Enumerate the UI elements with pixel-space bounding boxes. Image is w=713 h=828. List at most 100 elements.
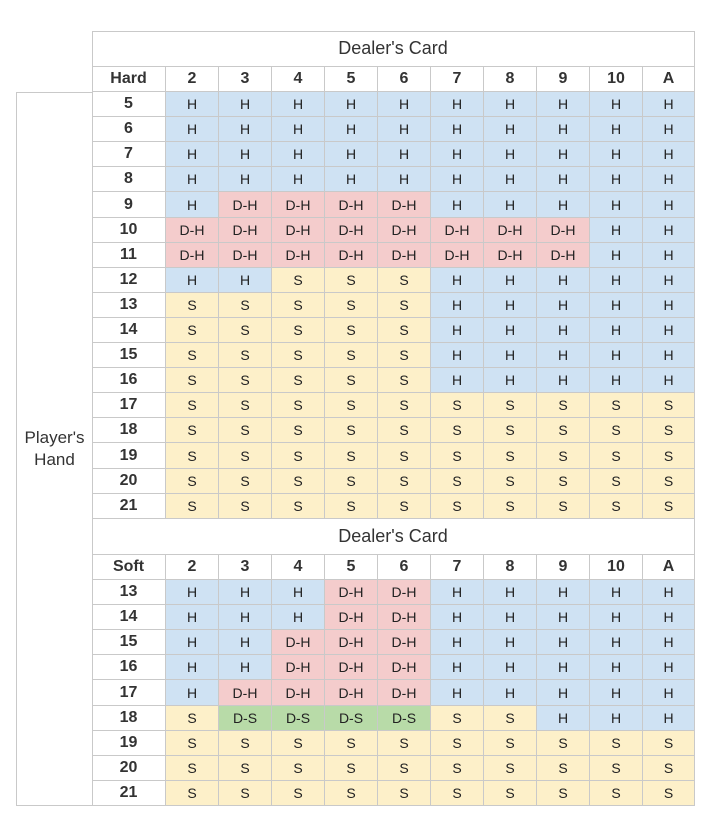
soft-action-cell: H bbox=[219, 605, 272, 630]
soft-dealer-card-header: 8 bbox=[484, 555, 537, 580]
hard-action-cell: S bbox=[484, 393, 537, 418]
hard-action-cell: S bbox=[537, 443, 590, 469]
soft-action-cell: H bbox=[590, 706, 643, 731]
hard-row-label: 7 bbox=[92, 142, 166, 167]
hard-dealer-card-header: A bbox=[643, 67, 695, 92]
hard-action-cell: D-H bbox=[325, 218, 378, 243]
hard-action-cell: D-H bbox=[272, 192, 325, 218]
soft-action-cell: H bbox=[590, 680, 643, 706]
hard-action-cell: S bbox=[431, 494, 484, 519]
soft-action-cell: H bbox=[537, 680, 590, 706]
hard-action-cell: S bbox=[219, 469, 272, 494]
hard-action-cell: S bbox=[378, 494, 431, 519]
soft-action-cell: H bbox=[643, 706, 695, 731]
hard-action-cell: H bbox=[484, 368, 537, 393]
hard-action-cell: S bbox=[537, 418, 590, 443]
hard-action-cell: S bbox=[219, 293, 272, 318]
soft-dealer-card-header: 4 bbox=[272, 555, 325, 580]
hard-action-cell: D-H bbox=[537, 218, 590, 243]
soft-action-cell: H bbox=[484, 680, 537, 706]
soft-action-cell: S bbox=[431, 781, 484, 806]
hard-action-cell: S bbox=[166, 343, 219, 368]
hard-action-cell: S bbox=[378, 368, 431, 393]
hard-action-cell: D-H bbox=[219, 218, 272, 243]
soft-action-cell: H bbox=[484, 655, 537, 680]
hard-action-cell: D-H bbox=[219, 192, 272, 218]
hard-action-cell: H bbox=[431, 192, 484, 218]
hard-dealer-card-header: 6 bbox=[378, 67, 431, 92]
hard-action-cell: H bbox=[219, 142, 272, 167]
soft-row-label: 14 bbox=[92, 605, 166, 630]
hard-action-cell: H bbox=[643, 343, 695, 368]
soft-dealer-card-header: 3 bbox=[219, 555, 272, 580]
soft-action-cell: S bbox=[590, 756, 643, 781]
hard-action-cell: S bbox=[431, 443, 484, 469]
hard-action-cell: H bbox=[166, 92, 219, 117]
hard-action-cell: S bbox=[431, 418, 484, 443]
hard-row-label: 20 bbox=[92, 469, 166, 494]
soft-action-cell: H bbox=[219, 655, 272, 680]
hard-action-cell: S bbox=[272, 418, 325, 443]
hard-action-cell: S bbox=[219, 494, 272, 519]
hard-action-cell: H bbox=[643, 167, 695, 192]
hard-action-cell: H bbox=[378, 142, 431, 167]
hard-action-cell: S bbox=[643, 494, 695, 519]
soft-corner-label: Soft bbox=[92, 555, 166, 580]
hard-action-cell: S bbox=[325, 343, 378, 368]
hard-action-cell: H bbox=[219, 92, 272, 117]
hard-action-cell: H bbox=[272, 167, 325, 192]
hard-action-cell: H bbox=[484, 92, 537, 117]
hard-action-cell: H bbox=[378, 167, 431, 192]
hard-action-cell: S bbox=[484, 418, 537, 443]
hard-action-cell: H bbox=[325, 167, 378, 192]
hard-action-cell: D-H bbox=[325, 243, 378, 268]
soft-action-cell: S bbox=[219, 731, 272, 756]
soft-action-cell: S bbox=[537, 731, 590, 756]
hard-action-cell: S bbox=[643, 469, 695, 494]
hard-action-cell: H bbox=[219, 167, 272, 192]
soft-action-cell: H bbox=[643, 630, 695, 655]
soft-action-cell: H bbox=[219, 580, 272, 605]
soft-action-cell: S bbox=[537, 756, 590, 781]
hard-action-cell: H bbox=[166, 142, 219, 167]
hard-action-cell: S bbox=[643, 418, 695, 443]
soft-action-cell: H bbox=[272, 605, 325, 630]
hard-action-cell: H bbox=[484, 293, 537, 318]
soft-action-cell: H bbox=[166, 605, 219, 630]
soft-action-cell: H bbox=[431, 680, 484, 706]
hard-action-cell: S bbox=[325, 469, 378, 494]
soft-action-cell: S bbox=[166, 731, 219, 756]
soft-action-cell: D-H bbox=[378, 605, 431, 630]
hard-action-cell: S bbox=[484, 443, 537, 469]
hard-table-title: Dealer's Card bbox=[92, 31, 695, 67]
hard-action-cell: D-H bbox=[219, 243, 272, 268]
hard-action-cell: H bbox=[590, 268, 643, 293]
hard-action-cell: H bbox=[378, 117, 431, 142]
hard-action-cell: H bbox=[537, 368, 590, 393]
hard-corner-label: Hard bbox=[92, 67, 166, 92]
hard-row-label: 19 bbox=[92, 443, 166, 469]
hard-action-cell: S bbox=[272, 268, 325, 293]
hard-action-cell: S bbox=[325, 393, 378, 418]
hard-action-cell: H bbox=[431, 318, 484, 343]
hard-action-cell: S bbox=[166, 393, 219, 418]
hard-action-cell: S bbox=[484, 469, 537, 494]
hard-action-cell: S bbox=[431, 393, 484, 418]
soft-action-cell: S bbox=[166, 781, 219, 806]
hard-action-cell: H bbox=[643, 318, 695, 343]
hard-action-cell: H bbox=[590, 192, 643, 218]
soft-action-cell: H bbox=[166, 680, 219, 706]
hard-row-label: 18 bbox=[92, 418, 166, 443]
soft-action-cell: S bbox=[272, 731, 325, 756]
soft-action-cell: H bbox=[166, 630, 219, 655]
hard-action-cell: H bbox=[431, 368, 484, 393]
hard-action-cell: H bbox=[643, 92, 695, 117]
hard-action-cell: S bbox=[378, 268, 431, 293]
hard-action-cell: S bbox=[537, 469, 590, 494]
hard-row-label: 6 bbox=[92, 117, 166, 142]
hard-action-cell: H bbox=[590, 343, 643, 368]
soft-action-cell: H bbox=[643, 580, 695, 605]
hard-action-cell: D-H bbox=[537, 243, 590, 268]
soft-action-cell: H bbox=[431, 630, 484, 655]
hard-action-cell: S bbox=[219, 418, 272, 443]
